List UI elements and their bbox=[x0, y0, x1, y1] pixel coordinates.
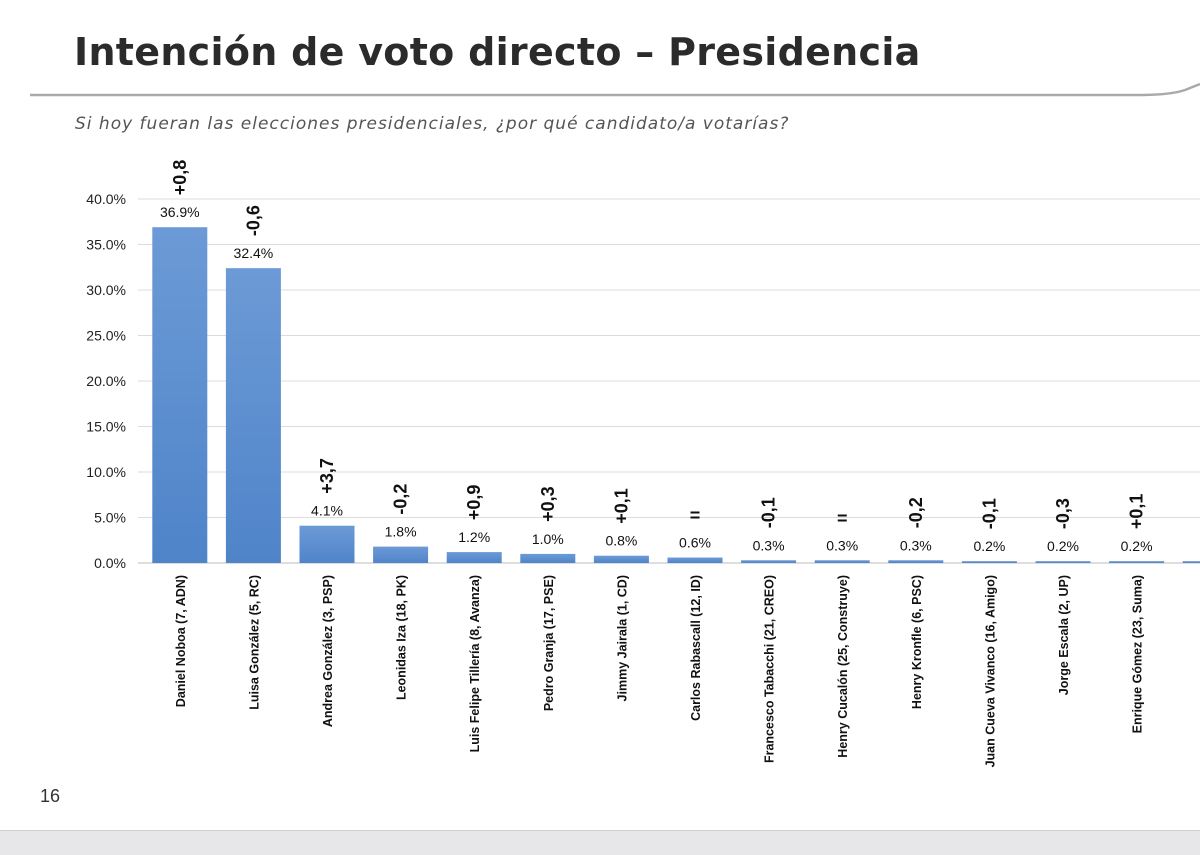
bar[interactable] bbox=[888, 560, 944, 563]
data-label: 1.0% bbox=[532, 531, 564, 547]
bottom-bar bbox=[0, 830, 1200, 855]
data-label: 1.2% bbox=[458, 529, 490, 545]
bar[interactable] bbox=[593, 555, 649, 563]
page-number: 16 bbox=[40, 786, 61, 806]
change-label: -0,3 bbox=[1053, 498, 1073, 529]
change-label: +0,9 bbox=[464, 485, 484, 521]
bar[interactable] bbox=[373, 546, 429, 563]
category-label: Juan Cueva Vivanco (16, Amigo) bbox=[983, 575, 997, 767]
bar[interactable] bbox=[225, 268, 281, 563]
category-label: Daniel Noboa (7, ADN) bbox=[174, 575, 188, 707]
data-label: 0.6% bbox=[679, 535, 711, 551]
category-label: Henry Kronfle (6, PSC) bbox=[910, 575, 924, 709]
category-label: Luis Felipe Tillería (8, Avanza) bbox=[468, 575, 482, 752]
bar[interactable] bbox=[446, 552, 502, 563]
data-label: 0.3% bbox=[753, 537, 785, 553]
page-title: Intención de voto directo – Presidencia bbox=[74, 30, 921, 74]
category-label: Jorge Escala (2, UP) bbox=[1057, 575, 1071, 695]
y-tick-label: 15.0% bbox=[86, 419, 126, 435]
category-label: Andrea González (3, PSP) bbox=[321, 575, 335, 727]
bar[interactable] bbox=[299, 525, 355, 563]
bar[interactable] bbox=[520, 553, 576, 563]
y-tick-label: 5.0% bbox=[94, 510, 126, 526]
y-tick-label: 25.0% bbox=[86, 328, 126, 344]
bar[interactable] bbox=[961, 561, 1017, 563]
change-label: = bbox=[690, 506, 701, 526]
y-tick-label: 0.0% bbox=[94, 555, 126, 571]
data-label: 1.8% bbox=[385, 524, 417, 540]
bar[interactable] bbox=[741, 560, 797, 563]
change-label: +0,1 bbox=[611, 488, 631, 524]
change-label: +0,3 bbox=[538, 486, 558, 522]
change-label: +0,1 bbox=[1127, 494, 1147, 530]
category-label: Henry Cucalón (25, Construye) bbox=[836, 575, 850, 758]
bar[interactable] bbox=[1035, 561, 1091, 563]
change-label: -0,6 bbox=[243, 205, 263, 236]
y-tick-label: 20.0% bbox=[86, 373, 126, 389]
change-label: -0,2 bbox=[391, 484, 411, 515]
bar[interactable] bbox=[1109, 561, 1165, 563]
change-label: -0,1 bbox=[759, 497, 779, 528]
bar[interactable] bbox=[814, 560, 870, 563]
data-label: 0.2% bbox=[1121, 538, 1153, 554]
data-label: 36.9% bbox=[160, 204, 200, 220]
data-label: 0.3% bbox=[826, 537, 858, 553]
category-label: Francesco Tabacchi (21, CREO) bbox=[763, 575, 777, 763]
data-label: 0.8% bbox=[605, 533, 637, 549]
y-tick-label: 10.0% bbox=[86, 464, 126, 480]
category-label: Enrique Gómez (23, Suma) bbox=[1131, 575, 1145, 733]
bar[interactable] bbox=[667, 557, 723, 563]
category-label: Luisa González (5, RC) bbox=[247, 575, 261, 710]
data-label: 0.2% bbox=[973, 538, 1005, 554]
data-label: 0.2% bbox=[1047, 538, 1079, 554]
data-label: 32.4% bbox=[234, 245, 274, 261]
change-label: +3,7 bbox=[317, 458, 337, 494]
change-label: -0,2 bbox=[906, 497, 926, 528]
y-tick-label: 30.0% bbox=[86, 282, 126, 298]
category-label: Jimmy Jairala (1, CD) bbox=[615, 575, 629, 701]
change-label: -0,1 bbox=[979, 498, 999, 529]
page-subtitle: Si hoy fueran las elecciones presidencia… bbox=[75, 114, 790, 134]
data-label: 4.1% bbox=[311, 503, 343, 519]
bar[interactable] bbox=[152, 227, 208, 563]
change-label: +0,8 bbox=[170, 160, 190, 196]
bar-chart: 0.0% 5.0% 10.0% 15.0% 20.0% 25.0% 30.0% 35.0% 40… bbox=[86, 160, 1200, 767]
title-underline bbox=[30, 82, 1200, 97]
data-label: 0.3% bbox=[900, 537, 932, 553]
category-label: Leonidas Iza (18, PK) bbox=[395, 575, 409, 700]
y-tick-label: 40.0% bbox=[86, 191, 126, 207]
category-label: Pedro Granja (17, PSE) bbox=[542, 575, 556, 711]
bar[interactable] bbox=[1182, 561, 1200, 563]
y-tick-label: 35.0% bbox=[86, 237, 126, 253]
change-label: = bbox=[837, 508, 848, 528]
category-label: Carlos Rabascall (12, ID) bbox=[689, 575, 703, 721]
